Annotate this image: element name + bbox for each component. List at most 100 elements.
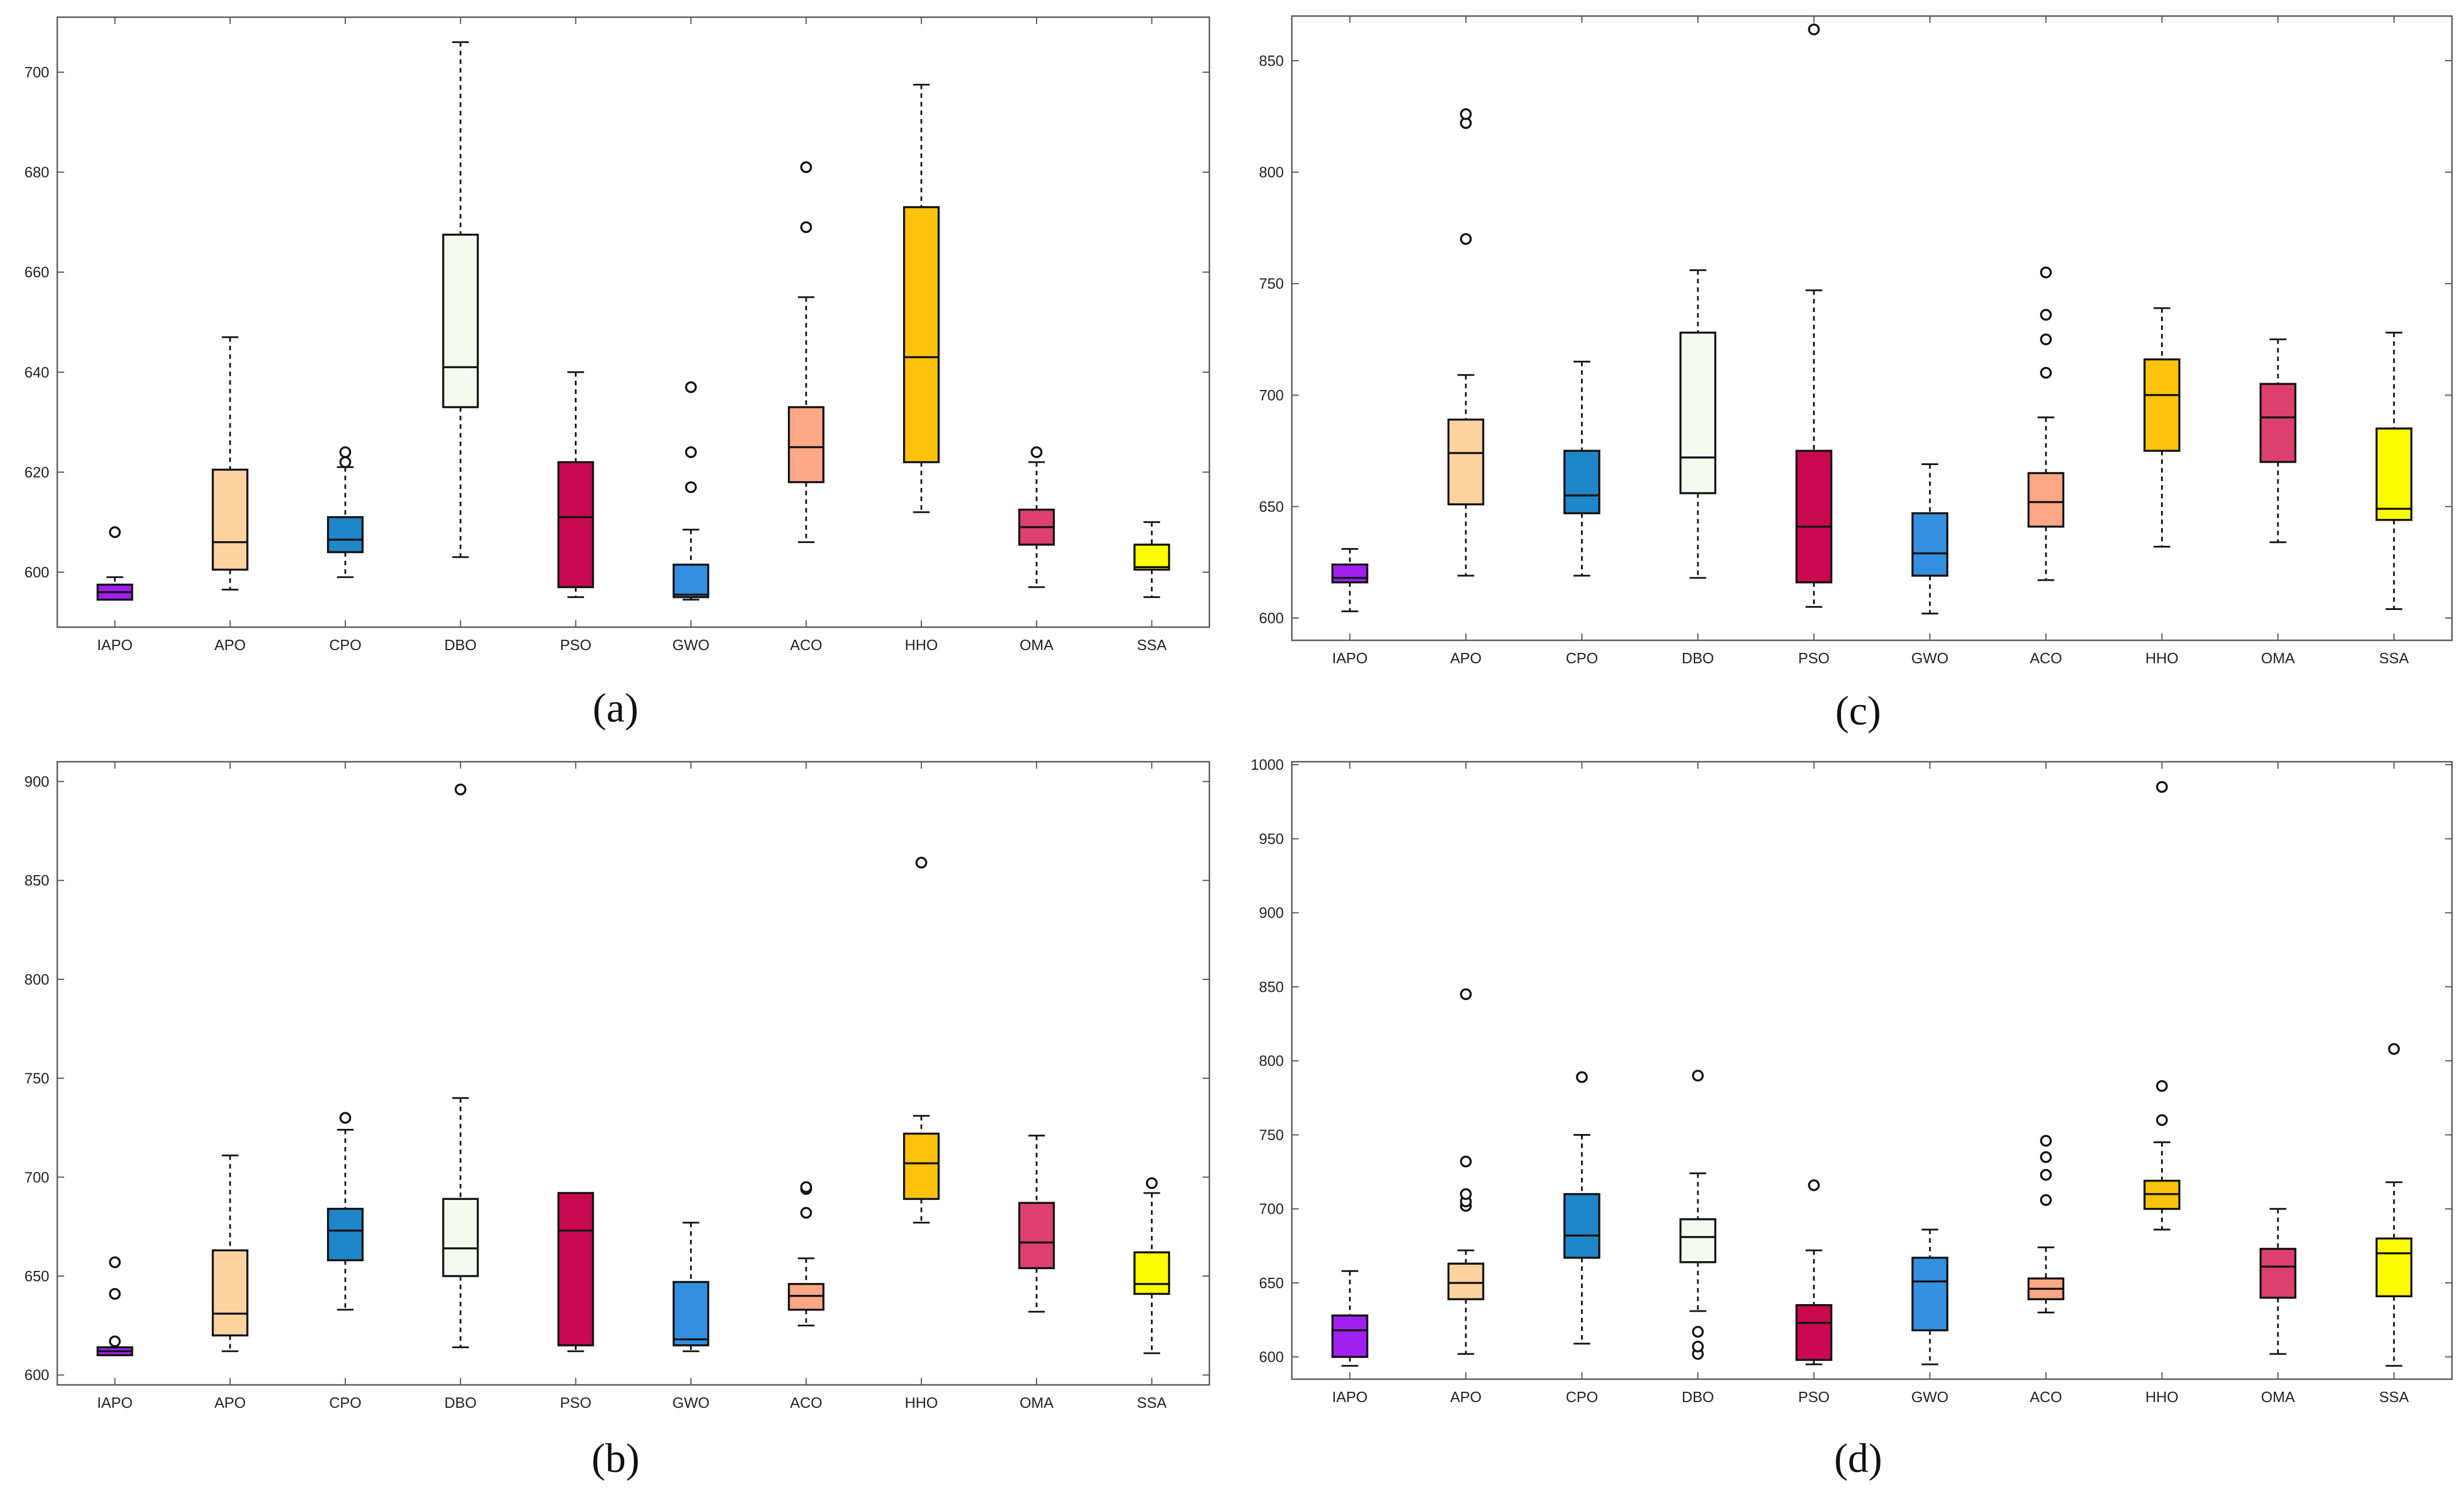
box-oma	[1018, 1202, 1055, 1269]
y-tick-label: 700	[1259, 387, 1284, 404]
x-tick-label-hho: HHO	[905, 636, 938, 653]
box-hho	[903, 206, 940, 463]
outlier-point	[1460, 233, 1472, 245]
y-tick-label: 750	[25, 1070, 49, 1087]
outlier-point	[1808, 23, 1820, 36]
box-aco	[2027, 472, 2065, 528]
outlier-point	[109, 526, 121, 538]
box-apo	[1447, 1262, 1485, 1301]
panel-label-a: (a)	[593, 685, 638, 731]
y-tick-label: 800	[1259, 1052, 1284, 1069]
panel-label-c: (c)	[1835, 688, 1881, 734]
outlier-point	[1460, 988, 1472, 1001]
box-dbo	[442, 233, 479, 408]
box-dbo	[1679, 332, 1717, 494]
box-cpo	[327, 1207, 364, 1262]
box-apo	[211, 468, 249, 571]
x-tick-label-aco: ACO	[2030, 1388, 2062, 1405]
outlier-point	[339, 1112, 352, 1124]
outlier-point	[339, 446, 352, 458]
x-tick-label-gwo: GWO	[1911, 649, 1949, 667]
x-tick-label-iapo: IAPO	[97, 636, 133, 653]
box-cpo	[1563, 450, 1600, 514]
x-tick-label-hho: HHO	[2146, 649, 2179, 667]
box-gwo	[672, 1281, 709, 1347]
outlier-point	[2156, 781, 2168, 793]
box-ssa	[2375, 1237, 2412, 1297]
x-tick-label-dbo: DBO	[1682, 649, 1714, 667]
y-tick-label: 660	[25, 263, 49, 281]
outlier-point	[2040, 367, 2052, 379]
outlier-point	[2040, 1151, 2052, 1163]
y-tick-label: 900	[1259, 904, 1284, 922]
box-pso	[557, 1192, 594, 1347]
outlier-point	[685, 446, 697, 458]
box-ssa	[1133, 544, 1170, 571]
box-dbo	[1679, 1218, 1717, 1263]
x-tick-label-oma: OMA	[1020, 636, 1054, 653]
outlier-point	[2040, 333, 2052, 345]
outlier-point	[2040, 1194, 2052, 1206]
outlier-point	[1692, 1326, 1704, 1338]
outlier-point	[454, 784, 467, 796]
y-tick-label: 900	[25, 773, 49, 790]
box-plot-d: 600 650 700 750 800 850 900 950 1000 IAPO APO CPO DB…	[1251, 756, 2453, 1405]
y-tick-label: 700	[25, 1168, 49, 1186]
x-tick-label-aco: ACO	[790, 636, 822, 653]
outlier-point	[339, 456, 352, 468]
x-tick-label-apo: APO	[214, 1394, 246, 1411]
y-tick-label: 600	[25, 1367, 49, 1384]
plot-frame	[1291, 15, 2453, 641]
box-pso	[1795, 1304, 1832, 1361]
chart-panel-d: 600 650 700 750 800 850 900 950 1000 IAPO APO CPO DB…	[1231, 745, 2464, 1500]
box-hho	[903, 1132, 940, 1200]
y-tick-label: 1000	[1251, 756, 1284, 773]
box-hho	[2143, 358, 2181, 452]
outlier-point	[1808, 1179, 1820, 1191]
box-cpo	[1563, 1193, 1600, 1259]
y-tick-label: 650	[1259, 1274, 1284, 1292]
y-tick-label: 640	[25, 364, 49, 381]
y-tick-label: 600	[1259, 609, 1284, 627]
y-tick-label: 750	[1259, 275, 1284, 292]
outlier-point	[915, 856, 928, 869]
outlier-point	[2156, 1080, 2168, 1092]
x-tick-label-cpo: CPO	[329, 1394, 361, 1411]
outlier-point	[109, 1288, 121, 1300]
chart-panel-a: 600 620 640 660 680 700 IAPO APO CPO DBO PSO GWO ACO…	[0, 0, 1231, 745]
y-tick-label: 800	[1259, 164, 1284, 181]
box-pso	[1795, 450, 1832, 584]
outlier-point	[1576, 1071, 1588, 1083]
y-tick-label: 850	[1259, 978, 1284, 995]
x-tick-label-cpo: CPO	[1566, 1388, 1598, 1405]
panel-label-b: (b)	[592, 1435, 640, 1481]
box-plot-a: 600 620 640 660 680 700 IAPO APO CPO DBO PSO GWO ACO…	[25, 16, 1211, 653]
outlier-point	[109, 1256, 121, 1269]
x-tick-label-oma: OMA	[2261, 1388, 2295, 1405]
x-tick-label-ssa: SSA	[1137, 636, 1167, 653]
box-apo	[1447, 418, 1485, 506]
y-tick-label: 620	[25, 463, 49, 481]
box-gwo	[1911, 1257, 1949, 1332]
plot-frame	[56, 761, 1211, 1386]
chart-panel-c: 600 650 700 750 800 850 IAPO APO CPO DBO PSO GWO ACO…	[1231, 0, 2464, 745]
outlier-point	[800, 161, 813, 174]
box-dbo	[442, 1198, 479, 1277]
x-tick-label-gwo: GWO	[672, 636, 709, 653]
x-tick-label-aco: ACO	[790, 1394, 822, 1411]
outlier-point	[109, 1335, 121, 1348]
box-gwo	[1911, 512, 1949, 577]
box-pso	[557, 461, 594, 588]
outlier-point	[2040, 309, 2052, 321]
y-tick-label: 600	[1259, 1348, 1284, 1365]
x-tick-label-pso: PSO	[1798, 1388, 1830, 1405]
x-tick-label-gwo: GWO	[672, 1394, 709, 1411]
x-tick-label-apo: APO	[1450, 649, 1481, 667]
outlier-point	[800, 1207, 813, 1219]
x-tick-label-oma: OMA	[1020, 1394, 1054, 1411]
outlier-point	[1146, 1177, 1158, 1189]
y-tick-label: 600	[25, 564, 49, 581]
box-cpo	[327, 516, 364, 553]
outlier-point	[2040, 266, 2052, 278]
box-oma	[2259, 383, 2297, 463]
